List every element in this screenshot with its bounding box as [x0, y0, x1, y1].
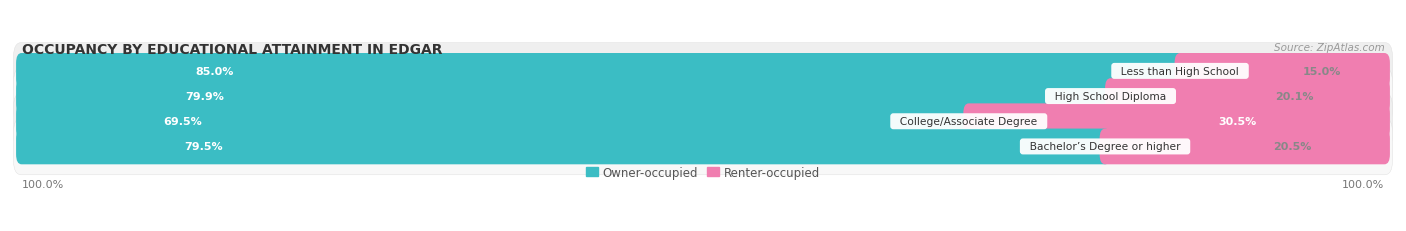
Text: OCCUPANCY BY EDUCATIONAL ATTAINMENT IN EDGAR: OCCUPANCY BY EDUCATIONAL ATTAINMENT IN E… [21, 42, 441, 56]
Text: 79.5%: 79.5% [184, 142, 222, 152]
FancyBboxPatch shape [15, 129, 1111, 165]
FancyBboxPatch shape [1105, 79, 1391, 114]
Text: Source: ZipAtlas.com: Source: ZipAtlas.com [1274, 42, 1385, 52]
FancyBboxPatch shape [15, 104, 974, 140]
Text: 30.5%: 30.5% [1218, 117, 1257, 127]
Text: 100.0%: 100.0% [1343, 179, 1385, 189]
Text: College/Associate Degree: College/Associate Degree [893, 117, 1045, 127]
FancyBboxPatch shape [1099, 129, 1391, 165]
Text: High School Diploma: High School Diploma [1047, 92, 1173, 102]
Legend: Owner-occupied, Renter-occupied: Owner-occupied, Renter-occupied [581, 161, 825, 183]
FancyBboxPatch shape [1174, 54, 1391, 89]
FancyBboxPatch shape [14, 94, 1392, 150]
FancyBboxPatch shape [15, 79, 1116, 114]
FancyBboxPatch shape [14, 68, 1392, 125]
Text: Bachelor’s Degree or higher: Bachelor’s Degree or higher [1024, 142, 1187, 152]
FancyBboxPatch shape [14, 119, 1392, 175]
FancyBboxPatch shape [14, 43, 1392, 100]
Text: 15.0%: 15.0% [1303, 67, 1341, 76]
Text: 79.9%: 79.9% [184, 92, 224, 102]
Text: 20.1%: 20.1% [1275, 92, 1313, 102]
FancyBboxPatch shape [15, 54, 1185, 89]
Text: Less than High School: Less than High School [1115, 67, 1246, 76]
Text: 20.5%: 20.5% [1272, 142, 1310, 152]
FancyBboxPatch shape [963, 104, 1391, 140]
Text: 69.5%: 69.5% [163, 117, 202, 127]
Text: 100.0%: 100.0% [21, 179, 63, 189]
Text: 85.0%: 85.0% [195, 67, 233, 76]
